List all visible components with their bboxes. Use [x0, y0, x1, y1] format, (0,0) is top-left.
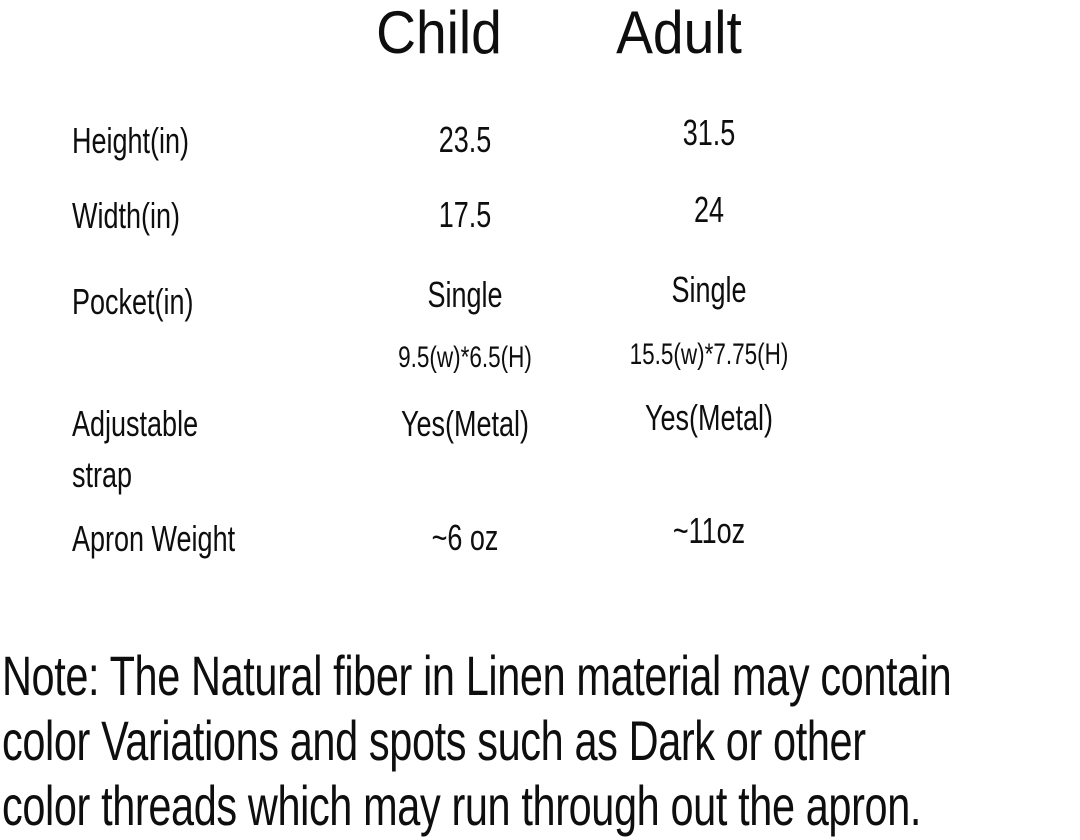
width-adult-value: 24 [693, 189, 725, 230]
pocket-row-label: Pocket(in) [72, 281, 194, 322]
width-row-label: Width(in) [72, 195, 181, 236]
pocket-child-value: Single [427, 274, 503, 315]
column-header-adult: Adult [616, 0, 742, 66]
pocket-size-child-value: 9.5(w)*6.5(H) [398, 341, 532, 374]
height-row-label: Height(in) [72, 120, 190, 161]
apron-weight-row-label: Apron Weight [72, 518, 236, 559]
pocket-adult-value: Single [671, 269, 747, 310]
height-child-value: 23.5 [438, 119, 492, 160]
note-paragraph: Note: The Natural fiber in Linen materia… [2, 643, 1080, 838]
pocket-size-adult-value: 15.5(w)*7.75(H) [629, 338, 789, 371]
column-header-child: Child [376, 0, 502, 66]
adjustable-strap-child-value: Yes(Metal) [400, 403, 530, 444]
adjustable-strap-adult-value: Yes(Metal) [644, 397, 774, 438]
apron-weight-adult-value: ~11oz [672, 510, 746, 551]
note-line-3: color threads which may run through out … [2, 774, 922, 837]
height-adult-value: 31.5 [682, 112, 736, 153]
adjustable-strap-row-label: Adjustable strap [72, 403, 199, 496]
note-line-2: color Variations and spots such as Dark … [2, 709, 866, 772]
apron-weight-child-value: ~6 oz [431, 517, 499, 558]
note-line-1: Note: The Natural fiber in Linen materia… [2, 644, 952, 707]
width-child-value: 17.5 [438, 194, 492, 235]
